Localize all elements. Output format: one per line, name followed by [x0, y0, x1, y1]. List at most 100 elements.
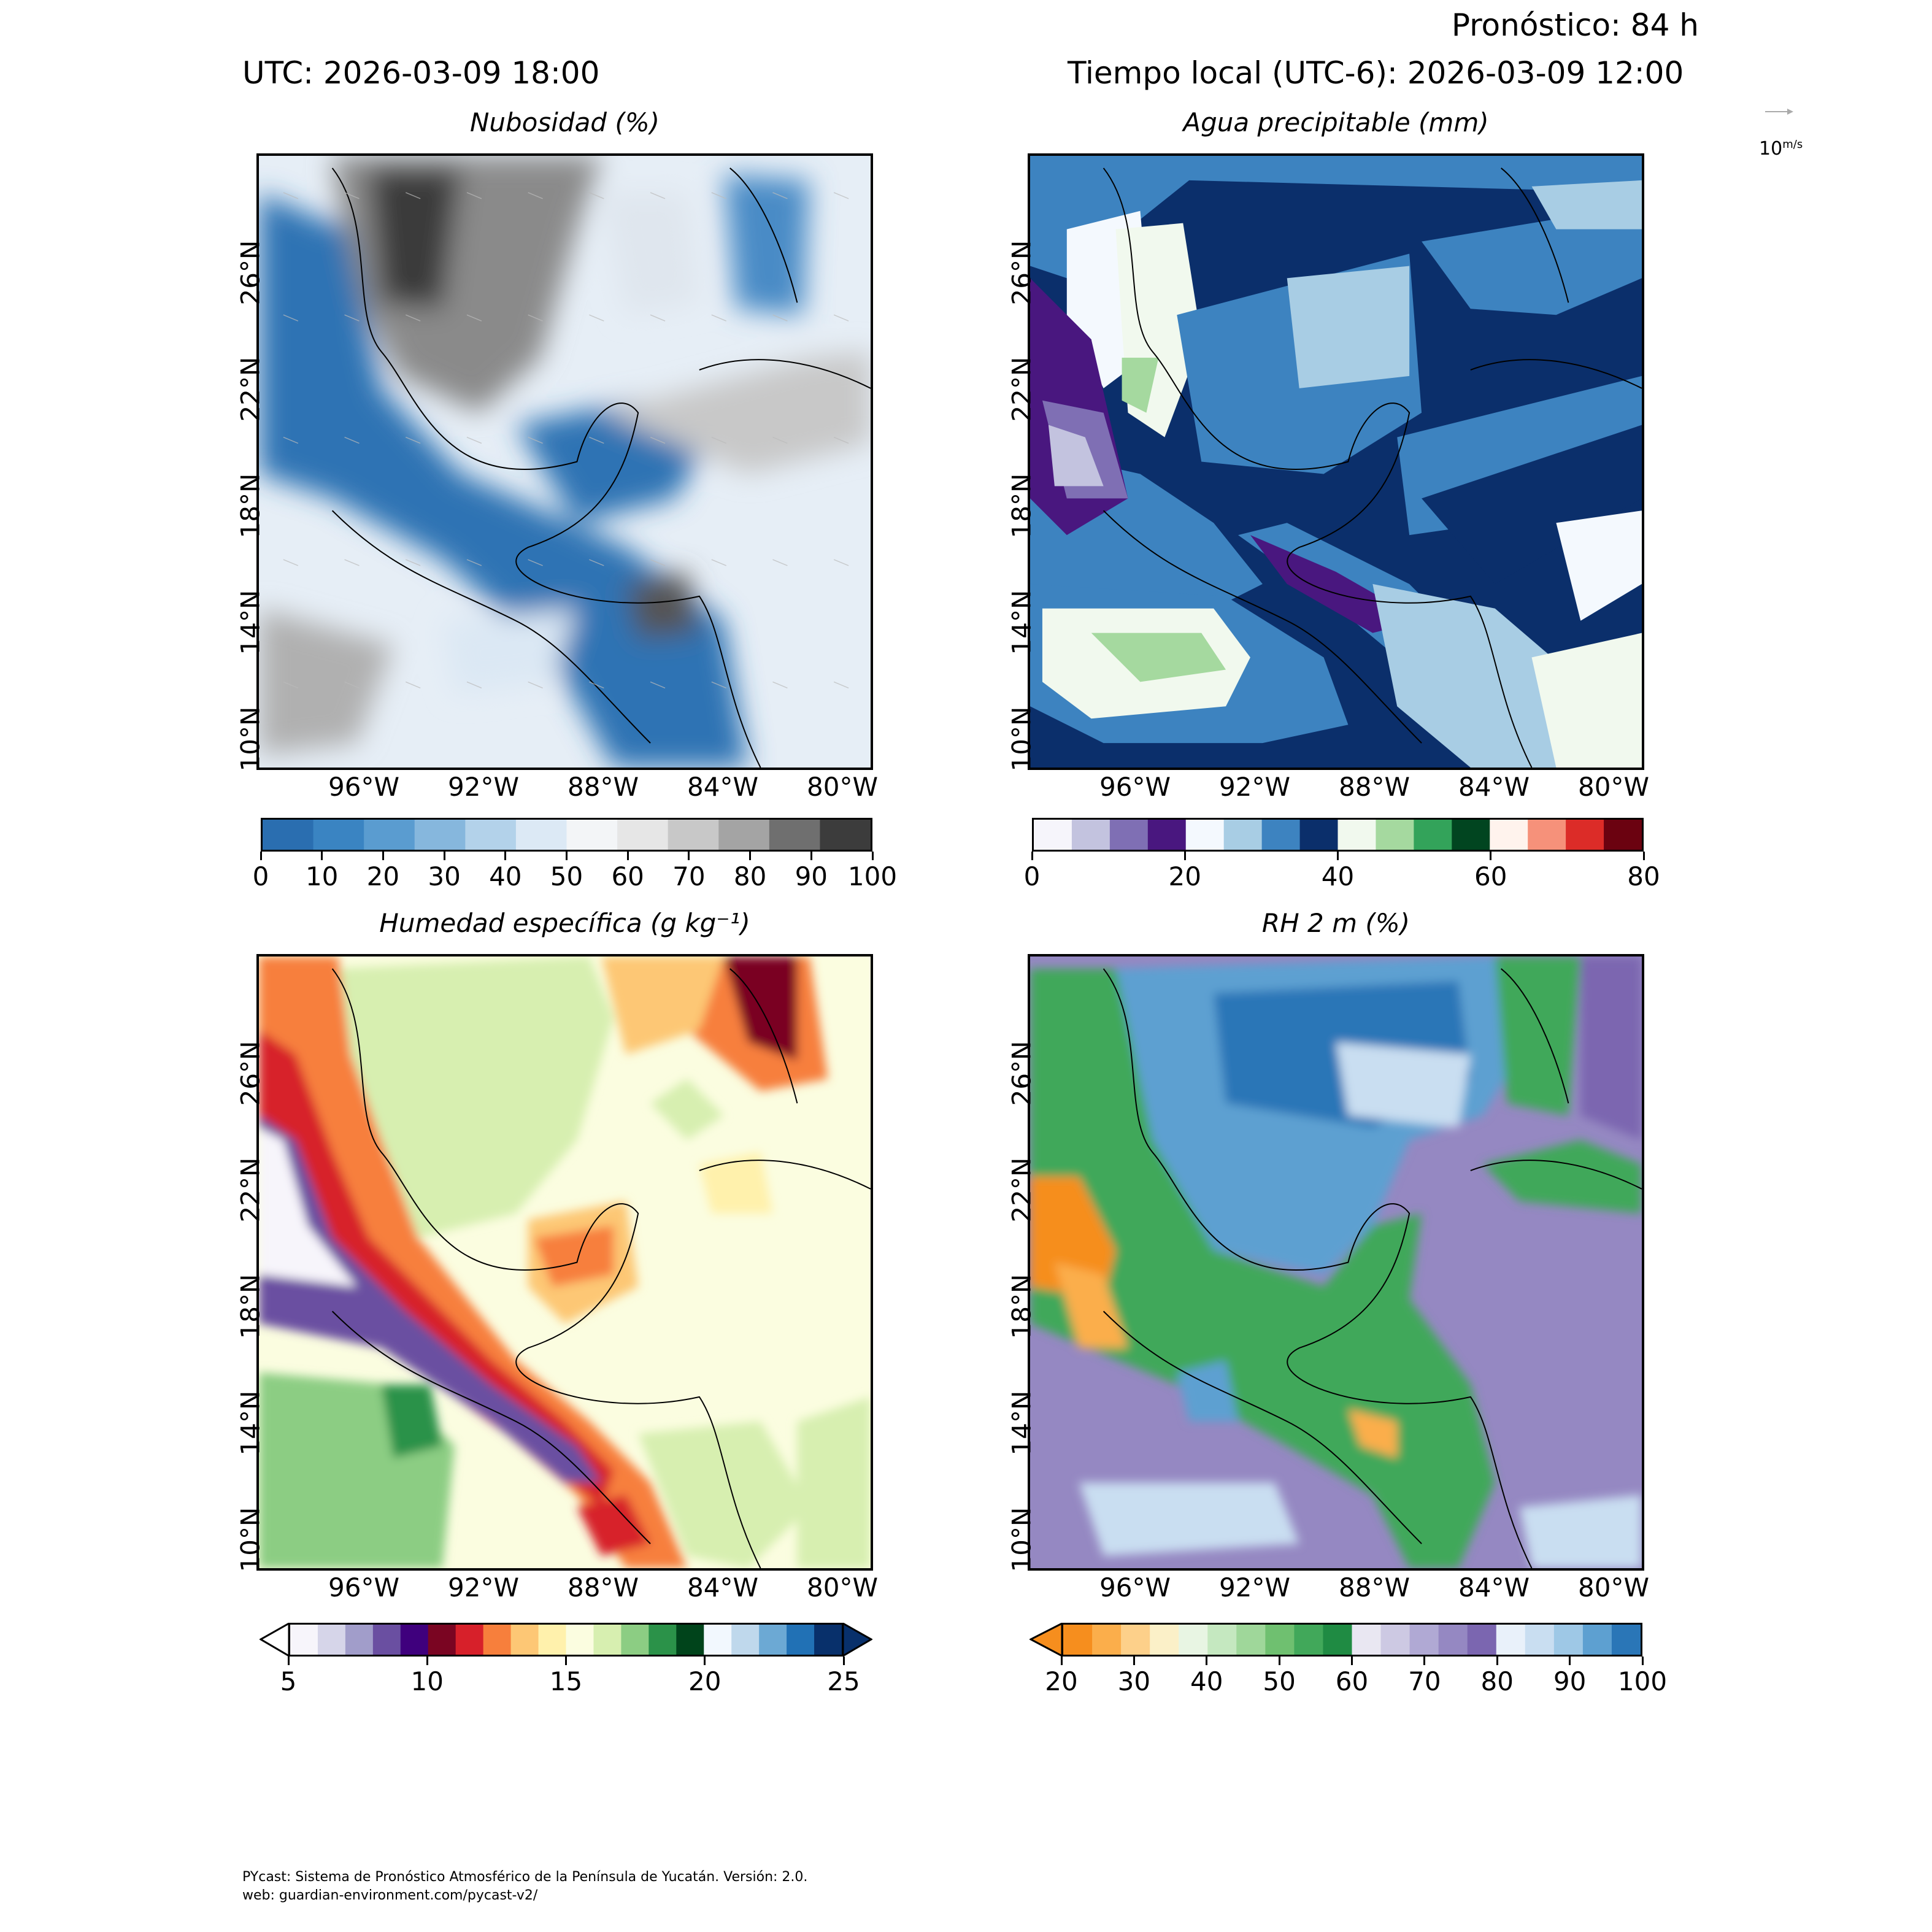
panel-pw-title: Agua precipitable (mm) — [1183, 107, 1489, 137]
colorbar-tick-label: 60 — [1335, 1666, 1369, 1696]
colorbar-swatch — [1525, 1625, 1555, 1655]
colorbar-swatch — [483, 1625, 512, 1655]
wind-key-unit-num: m — [1782, 138, 1793, 151]
colorbar-swatch — [510, 1625, 539, 1655]
colorbar-tick-mark — [1423, 1657, 1426, 1665]
colorbar-tick-label: 50 — [1263, 1666, 1296, 1696]
colorbar-tick-label: 20 — [366, 861, 400, 891]
colorbar-tick-mark — [1569, 1657, 1571, 1665]
colorbar-swatch — [364, 820, 416, 850]
colorbar-tick-label: 20 — [688, 1666, 722, 1696]
panel-pw-lon-label: 88°W — [1339, 772, 1410, 802]
colorbar-tick-mark — [382, 852, 384, 860]
panel-q-lat-label: 22°N — [235, 1157, 266, 1223]
colorbar-tick-mark — [443, 852, 445, 860]
panel-cloud-lon-label: 88°W — [568, 772, 639, 802]
panel-pw-lat-label: 22°N — [1006, 356, 1037, 422]
colorbar-swatch — [1150, 1625, 1180, 1655]
panel-pw-map — [1028, 153, 1644, 770]
colorbar-swatch — [372, 1625, 401, 1655]
colorbar-tick-mark — [1031, 852, 1033, 860]
colorbar-swatch — [1071, 820, 1111, 850]
colorbar-tick-label: 40 — [1321, 861, 1355, 891]
colorbar-swatch — [400, 1625, 429, 1655]
panel-cloud-lat-label: 10°N — [235, 706, 266, 772]
panel-pw-lon-label: 80°W — [1578, 772, 1649, 802]
colorbar-tick-label: 30 — [1117, 1666, 1151, 1696]
colorbar-tick-mark — [626, 852, 629, 860]
colorbar-tick-mark — [1060, 1657, 1063, 1665]
colorbar-tick-mark — [287, 1657, 290, 1665]
colorbar-tick-mark — [565, 1657, 567, 1665]
panel-q-lon-label: 84°W — [687, 1572, 758, 1603]
colorbar-tick-label: 0 — [1023, 861, 1041, 891]
panel-q-colorbar-min-arrow-icon — [260, 1623, 290, 1657]
panel-q-lat-label: 14°N — [235, 1390, 266, 1456]
colorbar-swatch — [648, 1625, 677, 1655]
colorbar-swatch — [1121, 1625, 1151, 1655]
panel-rh-colorbar-min-arrow-icon — [1030, 1623, 1063, 1657]
colorbar-tick-mark — [842, 1657, 845, 1665]
colorbar-tick-mark — [1496, 1657, 1498, 1665]
colorbar-swatch — [1438, 1625, 1468, 1655]
colorbar-swatch — [621, 1625, 650, 1655]
colorbar-tick-label: 0 — [252, 861, 269, 891]
colorbar-swatch — [1566, 820, 1605, 850]
panel-rh-lon-label: 80°W — [1578, 1572, 1649, 1603]
colorbar-swatch — [263, 820, 315, 850]
wind-key-unit-den: s — [1796, 138, 1803, 151]
colorbar-tick-mark — [260, 852, 262, 860]
colorbar-tick-mark — [1133, 1657, 1135, 1665]
footer: PYcast: Sistema de Pronóstico Atmosféric… — [242, 1868, 807, 1905]
wind-arrow-icon — [1765, 109, 1793, 115]
colorbar-swatch — [820, 820, 871, 850]
panel-cloud-colorbar-ticks: 0 10 20 30 40 50 60 70 80 90 100 — [253, 852, 897, 895]
colorbar-tick-mark — [321, 852, 323, 860]
panel-cloud-lon-label: 84°W — [687, 772, 758, 802]
colorbar-swatch — [566, 1625, 595, 1655]
utc-time: UTC: 2026-03-09 18:00 — [242, 55, 600, 91]
colorbar-swatch — [1294, 1625, 1324, 1655]
colorbar-tick-mark — [810, 852, 812, 860]
colorbar-swatch — [465, 820, 517, 850]
colorbar-tick-mark — [1490, 852, 1492, 860]
colorbar-swatch — [1034, 820, 1073, 850]
panel-cloud-lon-label: 92°W — [448, 772, 519, 802]
colorbar-swatch — [1063, 1625, 1093, 1655]
colorbar-tick-mark — [1278, 1657, 1280, 1665]
panel-cloud-map — [256, 153, 873, 770]
colorbar-tick-label: 100 — [1617, 1666, 1668, 1696]
panel-cloud-colorbar — [261, 818, 872, 852]
colorbar-swatch — [1323, 1625, 1353, 1655]
panel-pw-lon-label: 84°W — [1458, 772, 1530, 802]
colorbar-swatch — [1092, 1625, 1122, 1655]
colorbar-tick-label: 100 — [847, 861, 898, 891]
colorbar-swatch — [1496, 1625, 1526, 1655]
panel-pw-lat-label: 18°N — [1006, 473, 1037, 539]
panel-q-colorbar-ticks: 5 10 15 20 25 — [280, 1657, 860, 1699]
panel-pw-lat-label: 14°N — [1006, 590, 1037, 655]
panel-pw-lon-label: 92°W — [1219, 772, 1290, 802]
colorbar-swatch — [1147, 820, 1187, 850]
panel-pw-lon-label: 96°W — [1099, 772, 1171, 802]
colorbar-swatch — [455, 1625, 484, 1655]
colorbar-swatch — [1452, 820, 1491, 850]
colorbar-swatch — [1380, 1625, 1411, 1655]
panel-rh-title: RH 2 m (%) — [1261, 908, 1411, 938]
footer-web: web: guardian-environment.com/pycast-v2/ — [242, 1888, 538, 1903]
colorbar-tick-mark — [688, 852, 690, 860]
colorbar-swatch — [317, 1625, 346, 1655]
colorbar-swatch — [428, 1625, 456, 1655]
colorbar-swatch — [769, 820, 822, 850]
panel-rh-lat-label: 10°N — [1006, 1507, 1037, 1572]
colorbar-swatch — [1528, 820, 1567, 850]
panel-q-lon-label: 80°W — [807, 1572, 878, 1603]
colorbar-tick-label: 15 — [549, 1666, 583, 1696]
colorbar-swatch — [1376, 820, 1415, 850]
colorbar-tick-label: 90 — [795, 861, 828, 891]
colorbar-swatch — [1207, 1625, 1237, 1655]
panel-rh-colorbar — [1061, 1623, 1642, 1657]
panel-cloud-title: Nubosidad (%) — [469, 107, 660, 137]
panel-pw-lat-label: 26°N — [1006, 240, 1037, 306]
colorbar-swatch — [1236, 1625, 1266, 1655]
